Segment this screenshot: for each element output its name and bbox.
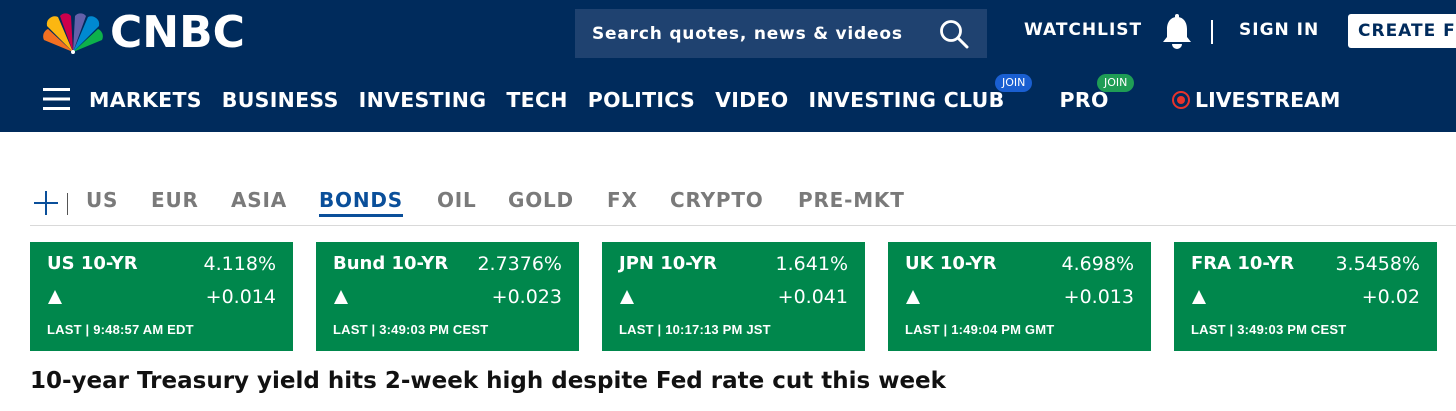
tab-bonds[interactable]: BONDS	[319, 188, 403, 217]
quote-change: +0.023	[491, 286, 562, 308]
create-account-button[interactable]: CREATE FREE ACCOUNT	[1348, 14, 1456, 48]
article-headline[interactable]: 10-year Treasury yield hits 2-week high …	[30, 368, 946, 394]
tab-asia[interactable]: ASIA	[231, 188, 288, 212]
tab-fx[interactable]: FX	[607, 188, 638, 212]
quote-value: 2.7376%	[477, 253, 562, 275]
up-arrow-icon	[48, 290, 62, 304]
search-icon[interactable]	[939, 19, 969, 49]
up-arrow-icon	[906, 290, 920, 304]
quote-value: 4.118%	[203, 253, 276, 275]
sign-in-link[interactable]: SIGN IN	[1239, 20, 1320, 40]
market-tabs: US EUR ASIA BONDS OIL GOLD FX CRYPTO PRE…	[30, 184, 1456, 226]
nav-item-politics[interactable]: POLITICS	[587, 88, 696, 112]
tab-oil[interactable]: OIL	[437, 188, 477, 212]
watchlist-link[interactable]: WATCHLIST	[1024, 20, 1143, 40]
hamburger-menu-icon[interactable]	[43, 87, 70, 111]
quote-value: 4.698%	[1061, 253, 1134, 275]
quote-card-uk-10yr[interactable]: UK 10-YR 4.698% +0.013 LAST | 1:49:04 PM…	[888, 242, 1151, 351]
peacock-icon	[43, 13, 103, 54]
quote-value: 3.5458%	[1335, 253, 1420, 275]
quote-name: JPN 10-YR	[619, 253, 717, 274]
quote-card-us-10yr[interactable]: US 10-YR 4.118% +0.014 LAST | 9:48:57 AM…	[30, 242, 293, 351]
header-divider	[1211, 20, 1213, 44]
nav-item-investing[interactable]: INVESTING	[358, 88, 487, 112]
quote-last-time: LAST | 9:48:57 AM EDT	[47, 322, 194, 337]
quote-name: UK 10-YR	[905, 253, 997, 274]
nav-item-markets[interactable]: MARKETS	[89, 88, 202, 112]
quote-value: 1.641%	[775, 253, 848, 275]
quote-name: FRA 10-YR	[1191, 253, 1295, 274]
search-input[interactable]	[592, 23, 932, 44]
logo-text: CNBC	[110, 7, 245, 58]
tab-gold[interactable]: GOLD	[508, 188, 574, 212]
quote-last-time: LAST | 3:49:03 PM CEST	[1191, 322, 1347, 337]
quote-change: +0.041	[777, 286, 848, 308]
quote-last-time: LAST | 3:49:03 PM CEST	[333, 322, 489, 337]
quote-card-bund-10yr[interactable]: Bund 10-YR 2.7376% +0.023 LAST | 3:49:03…	[316, 242, 579, 351]
up-arrow-icon	[1192, 290, 1206, 304]
tab-separator	[67, 193, 68, 215]
plus-icon[interactable]	[33, 190, 59, 216]
quote-card-fra-10yr[interactable]: FRA 10-YR 3.5458% +0.02 LAST | 3:49:03 P…	[1174, 242, 1437, 351]
bell-icon[interactable]	[1160, 14, 1194, 50]
quote-last-time: LAST | 1:49:04 PM GMT	[905, 322, 1055, 337]
site-header: CNBC WATCHLIST SIGN IN CREATE FREE ACCOU…	[0, 0, 1456, 132]
quote-change: +0.014	[205, 286, 276, 308]
up-arrow-icon	[334, 290, 348, 304]
tab-pre-mkt[interactable]: PRE-MKT	[798, 188, 905, 212]
quote-last-time: LAST | 10:17:13 PM JST	[619, 322, 771, 337]
main-nav: MARKETS BUSINESS INVESTING TECH POLITICS…	[89, 85, 1109, 115]
tab-crypto[interactable]: CRYPTO	[670, 188, 764, 212]
pro-join-badge[interactable]: JOIN	[1097, 74, 1135, 92]
live-record-icon	[1172, 91, 1190, 109]
nav-item-tech[interactable]: TECH	[506, 88, 568, 112]
nav-item-video[interactable]: VIDEO	[715, 88, 789, 112]
quote-name: US 10-YR	[47, 253, 138, 274]
livestream-link[interactable]: LIVESTREAM	[1195, 88, 1341, 112]
nav-item-investing-club[interactable]: INVESTING CLUB	[808, 88, 1005, 112]
quote-change: +0.013	[1063, 286, 1134, 308]
investing-club-join-badge[interactable]: JOIN	[995, 74, 1033, 92]
nav-item-business[interactable]: BUSINESS	[221, 88, 339, 112]
quote-name: Bund 10-YR	[333, 253, 449, 274]
tab-eur[interactable]: EUR	[151, 188, 199, 212]
tab-us[interactable]: US	[86, 188, 119, 212]
search-box[interactable]	[575, 9, 987, 58]
quote-change: +0.02	[1361, 286, 1420, 308]
nav-item-pro[interactable]: PRO	[1059, 88, 1109, 112]
quote-card-jpn-10yr[interactable]: JPN 10-YR 1.641% +0.041 LAST | 10:17:13 …	[602, 242, 865, 351]
cnbc-logo[interactable]: CNBC	[40, 10, 245, 56]
up-arrow-icon	[620, 290, 634, 304]
